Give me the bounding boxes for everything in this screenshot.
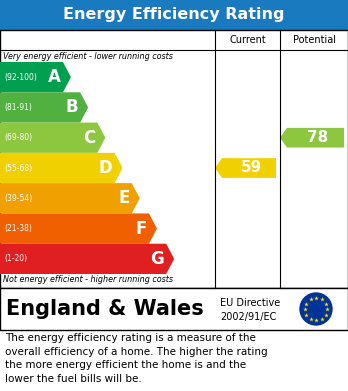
Text: Energy Efficiency Rating: Energy Efficiency Rating: [63, 7, 285, 23]
Text: (21-38): (21-38): [4, 224, 32, 233]
Polygon shape: [280, 128, 344, 147]
Text: F: F: [136, 220, 147, 238]
Polygon shape: [0, 62, 71, 92]
Polygon shape: [0, 244, 174, 274]
Polygon shape: [0, 92, 88, 122]
Bar: [0, 30, 348, 288]
Text: 2002/91/EC: 2002/91/EC: [220, 312, 276, 323]
Polygon shape: [215, 158, 276, 178]
Text: EU Directive: EU Directive: [220, 298, 280, 308]
Polygon shape: [0, 183, 140, 213]
Text: D: D: [99, 159, 112, 177]
Text: 59: 59: [241, 160, 262, 176]
Text: (69-80): (69-80): [4, 133, 32, 142]
Polygon shape: [0, 213, 157, 244]
Text: E: E: [118, 189, 130, 207]
Text: (81-91): (81-91): [4, 103, 32, 112]
Circle shape: [300, 293, 332, 325]
Text: C: C: [83, 129, 95, 147]
Text: B: B: [65, 99, 78, 117]
Text: A: A: [48, 68, 61, 86]
Text: Current: Current: [229, 35, 266, 45]
Text: G: G: [150, 250, 164, 268]
Text: (55-68): (55-68): [4, 163, 32, 172]
Text: 78: 78: [307, 130, 329, 145]
Bar: [0, 0, 348, 30]
Text: Very energy efficient - lower running costs: Very energy efficient - lower running co…: [3, 52, 173, 61]
Text: England & Wales: England & Wales: [6, 299, 204, 319]
Text: Not energy efficient - higher running costs: Not energy efficient - higher running co…: [3, 275, 173, 284]
Text: (92-100): (92-100): [4, 73, 37, 82]
Polygon shape: [0, 153, 122, 183]
Text: Potential: Potential: [293, 35, 335, 45]
Text: (1-20): (1-20): [4, 255, 27, 264]
Text: (39-54): (39-54): [4, 194, 32, 203]
Text: The energy efficiency rating is a measure of the
overall efficiency of a home. T: The energy efficiency rating is a measur…: [5, 333, 268, 384]
Polygon shape: [0, 122, 105, 153]
Bar: [0, 288, 348, 330]
